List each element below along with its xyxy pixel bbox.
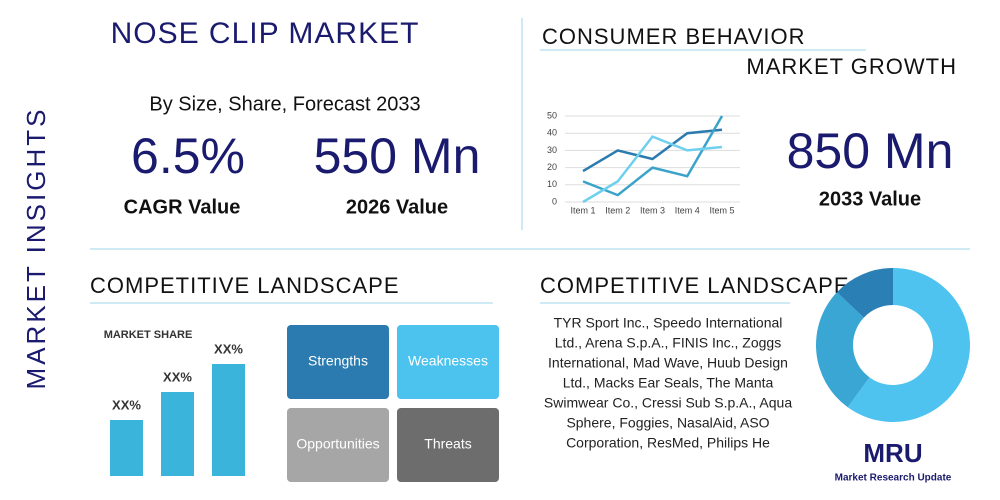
heading: MARKET GROWTH: [746, 54, 957, 79]
x-tick-label: Item 3: [640, 205, 665, 215]
company-line: Sphere, Foggies, NasalAid, ASO: [566, 415, 769, 431]
x-tick-label: Item 2: [605, 205, 630, 215]
swot-box: [397, 408, 499, 482]
x-tick-label: Item 4: [675, 205, 700, 215]
swot-label: Threats: [424, 436, 471, 452]
company-line: Ltd., Macks Ear Seals, The Manta: [563, 375, 774, 391]
series-line: [582, 135, 723, 204]
bar: [212, 364, 245, 476]
swot-label: Opportunities: [296, 436, 379, 452]
company-line: Swimwear Co., Cressi Sub S.p.A., Aqua: [544, 395, 792, 411]
donut-segment: [847, 268, 971, 422]
company-line: Corporation, ResMed, Philips He: [566, 435, 770, 451]
y-tick-label: 50: [547, 110, 557, 120]
side-label: MARKET INSIGHTS: [21, 107, 51, 390]
bar-annotation: XX%: [163, 369, 192, 384]
logo-mark: MRU: [863, 438, 922, 468]
swot-label: Strengths: [308, 353, 368, 369]
stat-label: 2026 Value: [346, 196, 448, 218]
stat-label: 2033 Value: [819, 188, 921, 210]
y-tick-label: 0: [552, 196, 557, 206]
heading: COMPETITIVE LANDSCAPE: [540, 273, 850, 298]
y-tick-label: 20: [547, 162, 557, 172]
series-line: [582, 128, 723, 173]
stat-label: CAGR Value: [124, 196, 241, 218]
swot-box: [287, 325, 389, 399]
x-tick-label: Item 1: [570, 205, 595, 215]
company-line: International, Mad Wave, Huub Design: [548, 355, 788, 371]
bar-annotation: XX%: [112, 397, 141, 412]
title: NOSE CLIP MARKET: [111, 17, 420, 50]
bar: [161, 392, 194, 476]
bar: [110, 420, 143, 476]
x-tick-label: Item 5: [709, 205, 734, 215]
stat-value: 550 Mn: [314, 128, 481, 184]
stat-value: 850 Mn: [787, 123, 954, 179]
bar-annotation: XX%: [214, 341, 243, 356]
y-tick-label: 30: [547, 145, 557, 155]
heading: CONSUMER BEHAVIOR: [542, 24, 806, 49]
company-line: Ltd., Arena S.p.A., FINIS Inc., Zoggs: [555, 335, 781, 351]
stat-value: 6.5%: [131, 128, 245, 184]
swot-box: [397, 325, 499, 399]
heading: COMPETITIVE LANDSCAPE: [90, 273, 400, 298]
donut-segment: [836, 268, 893, 318]
dynamic-layer: Strengths Weaknesses Opportunities Threats T…: [104, 110, 971, 482]
series-line: [582, 115, 724, 197]
company-line: TYR Sport Inc., Speedo International: [554, 315, 783, 331]
chart-title: MARKET SHARE: [104, 329, 193, 341]
y-tick-label: 10: [547, 179, 557, 189]
swot-box: [287, 408, 389, 482]
y-tick-label: 40: [547, 128, 557, 138]
swot-label: Weaknesses: [408, 353, 488, 369]
donut-segment: [815, 292, 870, 408]
logo-name: Market Research Update: [835, 473, 952, 484]
subtitle: By Size, Share, Forecast 2033: [149, 93, 420, 115]
